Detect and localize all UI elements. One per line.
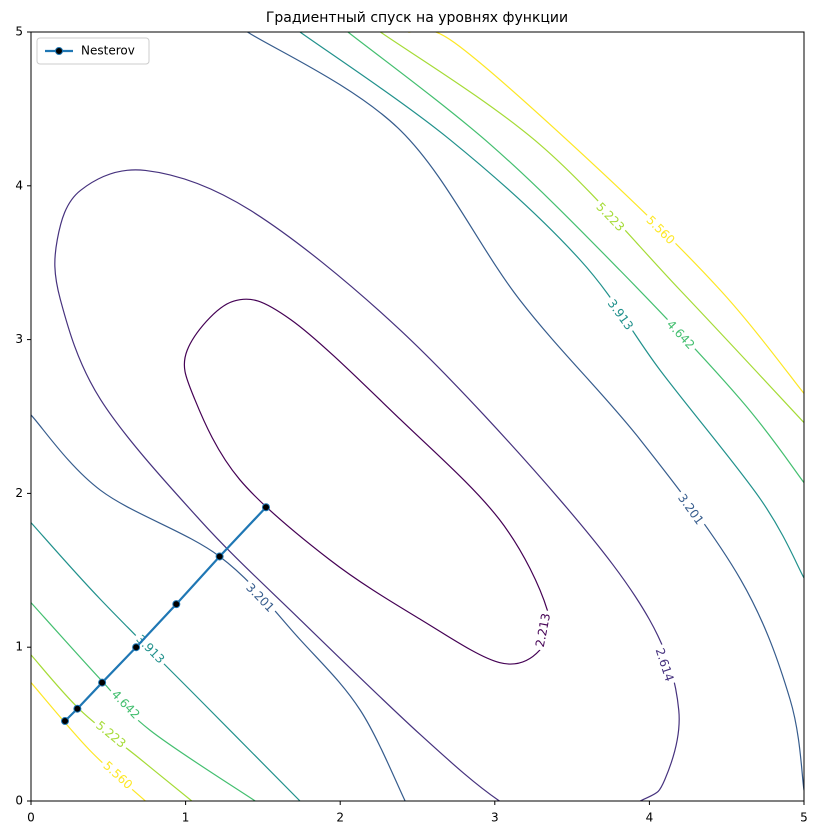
contour-line (408, 32, 804, 394)
y-tick-label: 3 (15, 332, 23, 346)
x-tick-label: 2 (336, 811, 344, 825)
contour-label-bg (240, 578, 280, 618)
x-tick-label: 0 (27, 811, 35, 825)
series-marker (61, 717, 70, 726)
contour-line (347, 32, 804, 483)
contour-label: 2.213 (533, 612, 553, 648)
series-marker (98, 678, 107, 687)
y-tick-label: 4 (15, 178, 23, 192)
contour-label-bg (105, 684, 145, 725)
axes-frame (30, 31, 805, 802)
contour-label-bg (650, 643, 678, 687)
series-marker (215, 552, 224, 561)
contour-label-bg (660, 314, 700, 356)
y-tick-label: 2 (15, 486, 23, 500)
x-tick-label: 5 (800, 811, 808, 825)
contour-line (247, 32, 804, 791)
contour-line (299, 32, 804, 579)
series-marker (73, 704, 82, 713)
overlay: 0 1 2 3 4 5 0 1 2 3 4 5 Nesterov (15, 25, 807, 825)
y-tick-label: 1 (15, 640, 23, 654)
legend-box (36, 37, 150, 65)
contour-label-bg (90, 716, 132, 754)
contour-label-bg (672, 488, 709, 531)
series-marker (132, 643, 141, 652)
contour-label-bg (97, 756, 138, 796)
series-marker (261, 503, 270, 512)
y-tick-label: 0 (15, 794, 23, 808)
y-tick-label: 5 (15, 25, 23, 39)
chart-title: Градиентный спуск на уровнях функции (266, 10, 568, 26)
contour-label-bg (130, 629, 170, 670)
legend-marker (55, 47, 63, 55)
x-tick-label: 1 (182, 811, 190, 825)
contour-label-bg (590, 197, 630, 238)
x-tick-label: 3 (491, 811, 499, 825)
x-tick-label: 4 (646, 811, 654, 825)
series-marker (172, 600, 181, 609)
contour-label-group: 2.213 (531, 609, 556, 652)
legend-label: Nesterov (81, 44, 135, 58)
contour-label-bg (531, 609, 556, 652)
contour-label-bg (640, 210, 681, 251)
contour-label-bg (601, 294, 639, 336)
